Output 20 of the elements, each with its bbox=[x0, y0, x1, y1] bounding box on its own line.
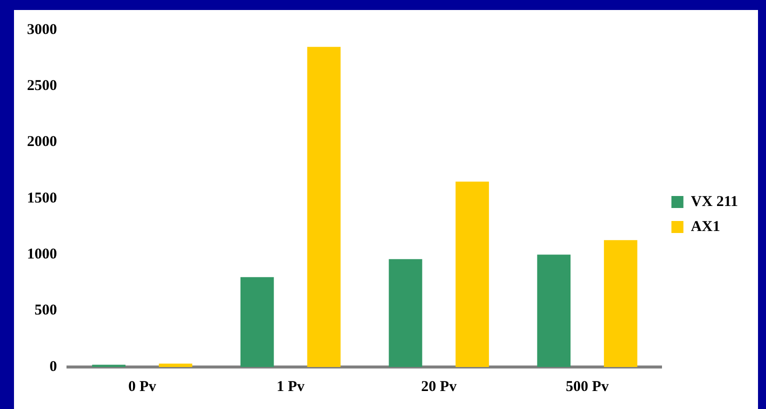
legend-label: VX 211 bbox=[690, 194, 738, 210]
bar bbox=[388, 259, 422, 367]
x-tick-label: 500 Pv bbox=[566, 378, 610, 395]
y-tick-label: 500 bbox=[34, 302, 57, 319]
y-tick-label: 1000 bbox=[27, 246, 57, 263]
y-tick-label: 1500 bbox=[27, 190, 57, 206]
x-tick-label: 1 Pv bbox=[276, 378, 305, 395]
y-tick-label: 0 bbox=[50, 358, 57, 375]
y-tick-label: 2000 bbox=[27, 134, 57, 150]
bar bbox=[456, 182, 489, 367]
y-tick-label: 2500 bbox=[27, 78, 57, 94]
bar bbox=[604, 240, 638, 367]
bar bbox=[240, 277, 274, 367]
legend-label: AX1 bbox=[690, 218, 720, 235]
bar bbox=[158, 364, 192, 367]
x-tick-label: 20 Pv bbox=[421, 378, 458, 395]
bar bbox=[307, 46, 341, 367]
bar bbox=[537, 254, 571, 367]
y-tick-label: 3000 bbox=[27, 22, 57, 38]
x-tick-label: 0 Pv bbox=[128, 378, 157, 395]
